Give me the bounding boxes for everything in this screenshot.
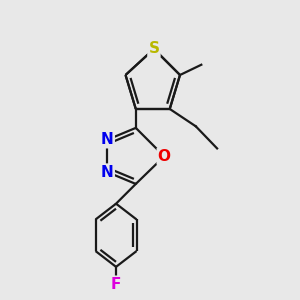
Text: N: N	[101, 165, 114, 180]
Text: N: N	[101, 132, 114, 147]
Text: O: O	[158, 149, 171, 164]
Text: S: S	[148, 41, 159, 56]
Text: F: F	[111, 277, 121, 292]
